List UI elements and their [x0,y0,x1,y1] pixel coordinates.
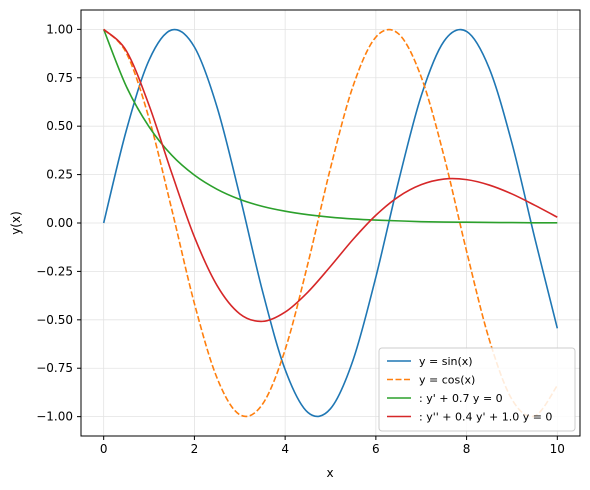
x-axis-label: x [326,466,333,480]
y-tick-label: 0.00 [46,216,73,230]
y-tick-label: 0.50 [46,119,73,133]
series-line-1 [102,28,559,418]
legend-label: y = sin(x) [419,355,473,368]
y-tick-label: −0.25 [36,264,73,278]
y-axis-label: y(x) [9,211,23,235]
series-layer [102,28,559,418]
legend-label: : y' + 0.7 y = 0 [419,392,503,405]
x-axis-ticks: 0 2 4 6 8 10 [100,436,565,456]
x-tick-label: 0 [100,442,108,456]
x-tick-label: 8 [463,442,471,456]
x-tick-label: 6 [372,442,380,456]
x-tick-label: 4 [281,442,289,456]
y-tick-label: −1.00 [36,410,73,424]
x-tick-label: 2 [191,442,199,456]
x-tick-label: 10 [550,442,565,456]
legend-label: y = cos(x) [419,374,475,387]
legend-label: : y'' + 0.4 y' + 1.0 y = 0 [419,411,552,424]
y-tick-label: −0.50 [36,313,73,327]
legend: y = sin(x) y = cos(x) : y' + 0.7 y = 0 : y'… [378,347,576,432]
legend-box [378,347,576,432]
series-line-4 [103,28,558,323]
series-line-3 [102,29,558,224]
y-tick-label: 1.00 [46,22,73,36]
y-tick-label: −0.75 [36,361,73,375]
y-tick-label: 0.25 [46,168,73,182]
y-axis-ticks: −1.00 −0.75 −0.50 −0.25 0.00 0.25 0.50 0.75 1.00 [36,22,81,424]
series-line-2 [103,28,558,418]
y-tick-label: 0.75 [46,71,73,85]
